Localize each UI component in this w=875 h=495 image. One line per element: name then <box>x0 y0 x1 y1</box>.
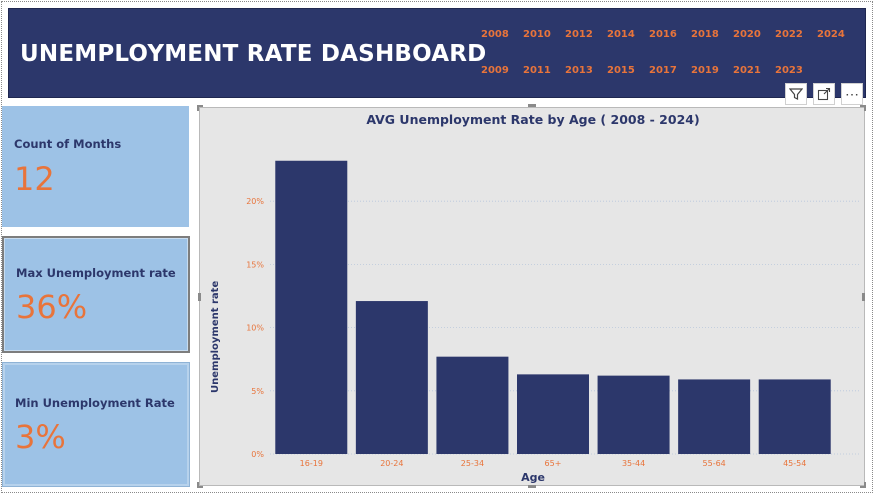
year-option-2016[interactable]: 2016 <box>649 29 677 40</box>
focus-mode-icon <box>817 87 831 101</box>
year-option-2011[interactable]: 2011 <box>523 65 551 76</box>
x-tick-label: 35-44 <box>622 459 645 468</box>
year-option-2021[interactable]: 2021 <box>733 65 761 76</box>
bar-35-44[interactable] <box>597 375 670 454</box>
card-max-unemployment-rate[interactable]: Max Unemployment rate 36% <box>2 236 190 353</box>
year-option-2024[interactable]: 2024 <box>817 29 845 40</box>
y-tick-label: 20% <box>246 197 264 206</box>
year-option-2012[interactable]: 2012 <box>565 29 593 40</box>
bar-16-19[interactable] <box>275 160 348 454</box>
filter-button[interactable] <box>785 83 807 105</box>
filter-icon <box>789 88 803 100</box>
year-option-2013[interactable]: 2013 <box>565 65 593 76</box>
x-tick-label: 45-54 <box>783 459 806 468</box>
more-options-button[interactable]: ⋯ <box>841 83 863 105</box>
resize-handle[interactable] <box>198 293 201 301</box>
resize-handle[interactable] <box>860 105 866 111</box>
year-option-2018[interactable]: 2018 <box>691 29 719 40</box>
card-label: Count of Months <box>14 137 122 151</box>
focus-mode-button[interactable] <box>813 83 835 105</box>
resize-handle[interactable] <box>862 293 865 301</box>
year-option-2015[interactable]: 2015 <box>607 65 635 76</box>
card-label: Max Unemployment rate <box>16 266 176 280</box>
dashboard-title: UNEMPLOYMENT RATE DASHBOARD <box>20 41 487 67</box>
card-label: Min Unemployment Rate <box>15 396 175 410</box>
year-option-2017[interactable]: 2017 <box>649 65 677 76</box>
resize-handle[interactable] <box>860 482 866 488</box>
bar-20-24[interactable] <box>355 301 428 454</box>
year-option-2019[interactable]: 2019 <box>691 65 719 76</box>
more-options-icon: ⋯ <box>845 86 859 102</box>
resize-handle[interactable] <box>528 485 536 488</box>
y-tick-label: 10% <box>246 324 264 333</box>
resize-handle[interactable] <box>197 105 203 111</box>
y-tick-label: 0% <box>251 450 264 459</box>
resize-handle[interactable] <box>528 104 536 107</box>
card-value: 36% <box>16 288 88 326</box>
card-min-unemployment-rate[interactable]: Min Unemployment Rate 3% <box>2 362 190 487</box>
x-tick-label: 65+ <box>545 459 562 468</box>
header-banner: UNEMPLOYMENT RATE DASHBOARD 2008 2010 2012… <box>8 8 866 98</box>
year-option-2008[interactable]: 2008 <box>481 29 509 40</box>
bar-45-54[interactable] <box>758 379 831 454</box>
card-value: 12 <box>14 160 55 198</box>
chart-title: AVG Unemployment Rate by Age ( 2008 - 20… <box>366 112 700 127</box>
year-option-2010[interactable]: 2010 <box>523 29 551 40</box>
card-count-of-months[interactable]: Count of Months 12 <box>2 106 189 227</box>
chart-plot-area: 0% 5% 10% 15% 20% 16-19 20-24 25-34 65+ 35-44 55-6… <box>246 160 860 468</box>
y-axis-label: Unemployment rate <box>210 280 221 393</box>
year-option-2023[interactable]: 2023 <box>775 65 803 76</box>
year-option-2022[interactable]: 2022 <box>775 29 803 40</box>
card-value: 3% <box>15 418 66 456</box>
bar-65+[interactable] <box>517 374 589 454</box>
year-option-2014[interactable]: 2014 <box>607 29 635 40</box>
resize-handle[interactable] <box>197 482 203 488</box>
y-tick-label: 5% <box>251 387 264 396</box>
bar-55-64[interactable] <box>678 379 751 454</box>
x-tick-label: 55-64 <box>703 459 726 468</box>
y-tick-label: 15% <box>246 260 264 269</box>
x-axis-label: Age <box>521 471 545 484</box>
year-option-2009[interactable]: 2009 <box>481 65 509 76</box>
x-tick-label: 25-34 <box>461 459 484 468</box>
x-tick-label: 20-24 <box>380 459 403 468</box>
bar-chart-visual[interactable]: AVG Unemployment Rate by Age ( 2008 - 20… <box>199 107 865 486</box>
x-tick-label: 16-19 <box>300 459 323 468</box>
year-option-2020[interactable]: 2020 <box>733 29 761 40</box>
bar-25-34[interactable] <box>436 356 509 454</box>
